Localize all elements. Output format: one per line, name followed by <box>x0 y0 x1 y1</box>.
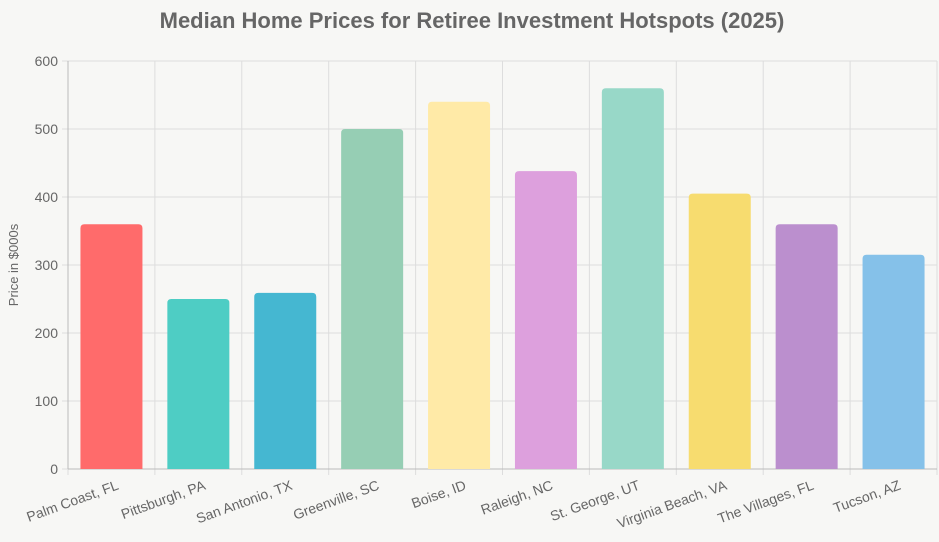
bar[interactable] <box>254 292 317 469</box>
bar[interactable] <box>601 88 664 469</box>
x-tick-label: Raleigh, NC <box>479 477 555 518</box>
x-tick-label: Tucson, AZ <box>831 477 903 516</box>
bar[interactable] <box>775 224 838 469</box>
bar[interactable] <box>688 193 751 469</box>
bar[interactable] <box>80 224 143 469</box>
y-tick-label: 600 <box>35 53 59 69</box>
bar[interactable] <box>167 299 230 469</box>
y-tick-label: 0 <box>50 461 58 477</box>
y-tick-label: 300 <box>35 257 59 273</box>
x-tick-label: Palm Coast, FL <box>24 477 120 525</box>
bar[interactable] <box>862 254 925 469</box>
x-tick-label: Greenville, SC <box>291 477 381 523</box>
bar[interactable] <box>428 101 491 470</box>
x-tick-label: Boise, ID <box>409 477 468 511</box>
x-tick-label: The Villages, FL <box>715 477 815 527</box>
x-tick-label: San Antonio, TX <box>194 477 295 527</box>
chart-title: Median Home Prices for Retiree Investmen… <box>160 8 785 33</box>
y-tick-label: 100 <box>35 393 59 409</box>
y-tick-label: 200 <box>35 325 59 341</box>
bar[interactable] <box>341 129 404 469</box>
y-axis-label: Price in $000s <box>6 223 21 306</box>
y-tick-label: 500 <box>35 121 59 137</box>
bar[interactable] <box>514 171 577 469</box>
y-tick-label: 400 <box>35 189 59 205</box>
